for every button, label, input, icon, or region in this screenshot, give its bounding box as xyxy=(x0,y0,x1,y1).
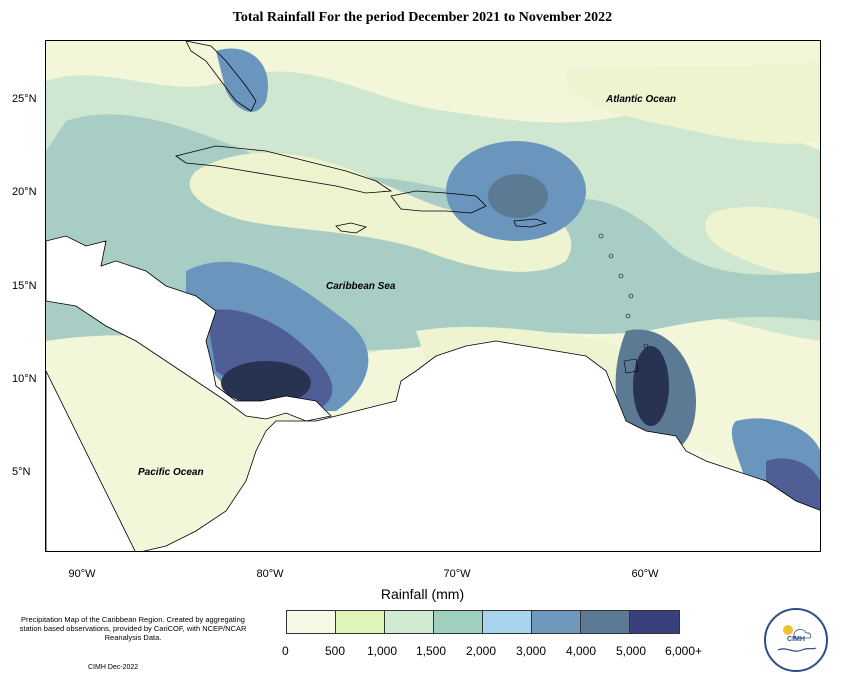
extreme-wet-zone-panama xyxy=(221,361,311,405)
south-america-landmass xyxy=(46,340,820,551)
cuba-outline xyxy=(175,145,393,194)
legend-color-scale xyxy=(286,610,680,634)
latitude-label: 25°N xyxy=(12,93,37,105)
legend-swatch xyxy=(336,611,385,633)
legend-swatch xyxy=(630,611,679,633)
cimh-logo: CIMH xyxy=(764,608,828,672)
longitude-label: 80°W xyxy=(256,568,284,580)
rainfall-map xyxy=(45,40,821,552)
latitude-label: 20°N xyxy=(12,186,37,198)
legend-swatch xyxy=(385,611,434,633)
credit: CIMH Dec-2022 xyxy=(88,664,139,671)
rainfall-map-canvas xyxy=(46,41,820,551)
hispaniola-outline xyxy=(390,190,487,214)
dry-zone-atlantic xyxy=(566,61,820,144)
legend-title: Rainfall (mm) xyxy=(380,586,465,602)
longitude-label: 60°W xyxy=(631,568,659,580)
legend-label: 4,000 xyxy=(566,644,597,658)
footnote: Precipitation Map of the Caribbean Regio… xyxy=(19,615,247,642)
legend-label: 6,000+ xyxy=(665,644,703,658)
florida-outline xyxy=(185,41,257,112)
island xyxy=(625,313,631,319)
extreme-wet-zone-trinidad xyxy=(633,346,669,426)
legend-swatch xyxy=(581,611,630,633)
latitude-label: 10°N xyxy=(12,373,37,385)
dry-zone-east xyxy=(705,206,820,274)
legend-label: 2,000 xyxy=(466,644,497,658)
legend-swatch xyxy=(434,611,483,633)
longitude-label: 90°W xyxy=(68,568,96,580)
legend-label: 1,500 xyxy=(416,644,447,658)
legend-swatch xyxy=(483,611,532,633)
latitude-label: 15°N xyxy=(12,280,37,292)
legend-label: 0 xyxy=(282,644,289,658)
central-america-landmass xyxy=(46,235,332,422)
legend-label: 3,000 xyxy=(516,644,547,658)
island xyxy=(618,273,624,279)
island xyxy=(608,253,614,259)
very-wet-zone-atlantic xyxy=(488,174,548,218)
sun-cloud-icon xyxy=(777,625,817,652)
longitude-label: 70°W xyxy=(443,568,471,580)
atlantic-ocean-label: Atlantic Ocean xyxy=(606,94,677,105)
logo-text: CIMH xyxy=(787,636,805,643)
island xyxy=(643,343,649,349)
legend-swatch xyxy=(532,611,581,633)
caribbean-sea-label: Caribbean Sea xyxy=(326,281,396,292)
dry-zone-greater-antilles xyxy=(189,152,572,272)
island xyxy=(628,293,634,299)
jamaica-outline xyxy=(335,222,368,234)
legend-label: 500 xyxy=(325,644,346,658)
legend-swatch xyxy=(287,611,336,633)
map-title: Total Rainfall For the period December 2… xyxy=(232,10,613,25)
legend-label: 1,000 xyxy=(367,644,398,658)
latitude-label: 5°N xyxy=(12,466,31,478)
puerto-rico-outline xyxy=(513,218,548,228)
pacific-ocean-label: Pacific Ocean xyxy=(138,467,204,478)
trinidad-outline xyxy=(623,358,639,374)
legend-label: 5,000 xyxy=(616,644,647,658)
island xyxy=(598,233,604,239)
